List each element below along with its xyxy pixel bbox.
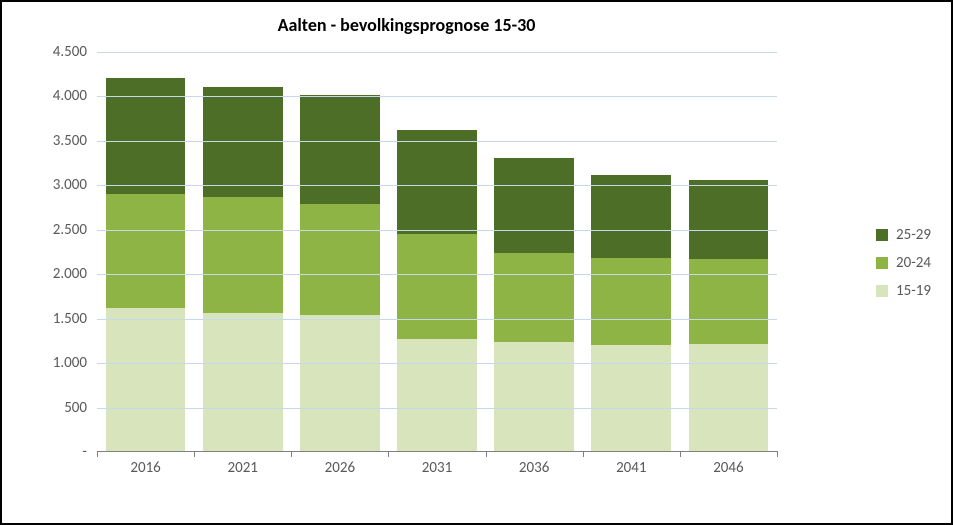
bars-row: 2016202120262031203620412046 (97, 52, 777, 451)
x-tick-label: 2046 (680, 451, 777, 477)
legend-label: 20-24 (896, 254, 931, 272)
bar-segment-15-19 (106, 308, 186, 451)
x-tick-label: 2021 (194, 451, 291, 477)
bar-segment-20-24 (397, 234, 477, 339)
bar-slot: 2046 (680, 52, 777, 451)
bar-segment-15-19 (203, 313, 283, 451)
bar-segment-15-19 (494, 342, 574, 451)
legend: 25-29 20-24 15-19 (876, 216, 931, 310)
x-tick-mark (194, 451, 195, 457)
y-tick-label: 3.500 (17, 132, 97, 150)
x-tick-label: 2041 (583, 451, 680, 477)
grid-line (97, 52, 777, 53)
legend-swatch (876, 257, 888, 269)
bar-segment-25-29 (300, 95, 380, 203)
grid-line (97, 363, 777, 364)
x-tick-mark (777, 451, 778, 457)
x-tick-mark (388, 451, 389, 457)
grid-line (97, 274, 777, 275)
x-tick-mark (680, 451, 681, 457)
bar-stack (591, 175, 671, 451)
bar-segment-20-24 (203, 197, 283, 313)
x-tick-label: 2026 (291, 451, 388, 477)
legend-swatch (876, 285, 888, 297)
legend-item: 20-24 (876, 254, 931, 272)
bar-slot: 2031 (388, 52, 485, 451)
bar-segment-15-19 (689, 344, 769, 451)
y-tick-label: - (17, 443, 97, 461)
bar-segment-20-24 (300, 204, 380, 315)
bar-stack (397, 130, 477, 451)
bar-segment-15-19 (300, 315, 380, 451)
grid-line (97, 230, 777, 231)
grid-line (97, 185, 777, 186)
x-tick-mark (486, 451, 487, 457)
x-tick-mark (291, 451, 292, 457)
grid-line (97, 96, 777, 97)
bar-stack (300, 95, 380, 451)
bar-segment-20-24 (591, 258, 671, 345)
bar-segment-25-29 (397, 130, 477, 234)
grid-line (97, 141, 777, 142)
bar-segment-15-19 (591, 345, 671, 451)
bar-segment-25-29 (689, 180, 769, 259)
bar-segment-20-24 (689, 259, 769, 344)
x-tick-label: 2031 (388, 451, 485, 477)
y-tick-label: 1.500 (17, 310, 97, 328)
legend-swatch (876, 229, 888, 241)
legend-item: 25-29 (876, 226, 931, 244)
legend-label: 15-19 (896, 282, 931, 300)
bar-segment-20-24 (106, 194, 186, 308)
bar-segment-20-24 (494, 253, 574, 342)
y-tick-label: 500 (17, 399, 97, 417)
y-tick-label: 4.000 (17, 87, 97, 105)
chart-frame: Aalten - bevolkingsprognose 15-30 201620… (0, 0, 953, 525)
bar-stack (689, 180, 769, 451)
bar-slot: 2036 (486, 52, 583, 451)
x-tick-label: 2016 (97, 451, 194, 477)
grid-line (97, 408, 777, 409)
x-tick-label: 2036 (486, 451, 583, 477)
bar-segment-25-29 (106, 78, 186, 194)
bar-slot: 2021 (194, 52, 291, 451)
bar-slot: 2026 (291, 52, 388, 451)
y-tick-label: 4.500 (17, 43, 97, 61)
bar-segment-25-29 (591, 175, 671, 258)
legend-label: 25-29 (896, 226, 931, 244)
grid-line (97, 319, 777, 320)
y-tick-label: 2.000 (17, 265, 97, 283)
bar-slot: 2041 (583, 52, 680, 451)
y-tick-label: 2.500 (17, 221, 97, 239)
plot-area: 2016202120262031203620412046 -5001.0001.… (97, 52, 777, 452)
bar-stack (106, 78, 186, 451)
plot-container: 2016202120262031203620412046 -5001.0001.… (97, 52, 777, 482)
bar-slot: 2016 (97, 52, 194, 451)
x-tick-mark (97, 451, 98, 457)
legend-item: 15-19 (876, 282, 931, 300)
bar-segment-15-19 (397, 339, 477, 451)
y-tick-label: 3.000 (17, 176, 97, 194)
x-tick-mark (583, 451, 584, 457)
y-tick-label: 1.000 (17, 354, 97, 372)
chart-title: Aalten - bevolkingsprognose 15-30 (2, 14, 811, 36)
bar-segment-25-29 (494, 158, 574, 253)
